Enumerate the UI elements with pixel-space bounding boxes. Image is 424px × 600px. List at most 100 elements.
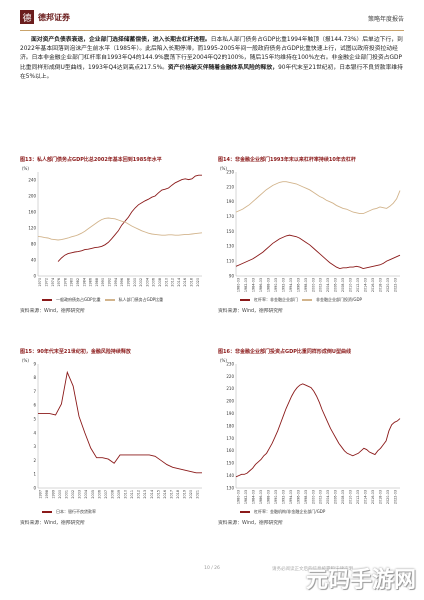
y-tick-label: 1 — [33, 472, 36, 477]
brand-logo: 德 德邦证券 — [20, 10, 70, 24]
x-tick-label: 2004 — [84, 490, 88, 499]
x-tick-label: 2007 — [104, 490, 108, 499]
y-tick-label: 80 — [31, 241, 37, 246]
x-tick-label: 2016 — [183, 278, 187, 287]
y-tick-label: 200 — [226, 399, 234, 404]
y-tick-label: 90 — [229, 273, 235, 278]
x-tick-label: 1996-03 — [296, 278, 300, 292]
legend-label: 日本：银行不良贷款率 — [56, 509, 96, 514]
chart-svg: (%) 0 40 80 120 160 200 240 1970 1972 1974 1976 1978… — [22, 166, 203, 287]
legend-label: 一般政府债务占GDP比重 — [56, 297, 101, 302]
x-tick-label: 2008-03 — [341, 490, 345, 504]
x-tick-label: 1996 — [120, 278, 124, 287]
y-tick-label: 200 — [28, 193, 36, 198]
x-tick-label: 2013 — [143, 490, 147, 499]
y-unit-label: (%) — [22, 166, 29, 171]
x-tick-label: 2006 — [97, 490, 101, 499]
x-tick-label: 1994-03 — [289, 490, 293, 504]
chart16: (%) 130 140 150 160 170 180 190 200 210 220 230 1980… — [218, 356, 404, 516]
chart14-caption: 图14：非金融企业部门1993年末以来杠杆率持续10年去杠杆 — [218, 157, 356, 163]
series-line-1 — [235, 181, 401, 215]
legend-swatch — [42, 299, 52, 301]
x-tick-label: 2020-03 — [386, 490, 390, 504]
y-tick-label: 110 — [226, 259, 234, 264]
chart13-source: 资料来源：Wind，德邦研究所 — [20, 309, 85, 314]
x-tick-label: 1984-03 — [252, 490, 256, 504]
chart15-source: 资料来源：Wind，德邦研究所 — [20, 521, 85, 526]
page-header: 德 德邦证券 策略年度报告 — [20, 8, 404, 31]
y-tick-label: 0 — [33, 273, 36, 278]
y-unit-label: (%) — [22, 358, 29, 363]
legend-label: 私人部门债务占GDP比重 — [118, 297, 164, 302]
x-tick-label: 2000 — [133, 278, 137, 287]
y-tick-label: 170 — [226, 436, 234, 441]
x-tick-label: 1994-03 — [289, 278, 293, 292]
x-tick-label: 2010 — [164, 278, 168, 287]
x-tick-label: 1998-03 — [304, 278, 308, 292]
x-tick-label: 1982-03 — [244, 278, 248, 292]
legend-swatch — [240, 299, 250, 301]
legend-label: 杠杆率：金融机构/非金融企业部门/GDP — [254, 509, 326, 514]
x-tick-label: 2022-03 — [393, 490, 397, 504]
x-tick-label: 1999 — [51, 490, 55, 499]
x-tick-label: 1980-03 — [237, 490, 241, 504]
x-tick-label: 2004 — [145, 278, 149, 287]
x-tick-label: 1980 — [70, 278, 74, 287]
legend-swatch — [42, 511, 52, 513]
x-tick-label: 2006 — [152, 278, 156, 287]
x-tick-label: 2015 — [156, 490, 160, 499]
x-tick-label: 1988-03 — [267, 278, 271, 292]
y-tick-label: 240 — [28, 177, 36, 182]
x-tick-label: 1996-03 — [296, 490, 300, 504]
series-line-0 — [57, 174, 202, 262]
x-tick-label: 2009 — [117, 490, 121, 499]
x-tick-label: 2000-03 — [311, 490, 315, 504]
y-tick-label: 220 — [226, 374, 234, 379]
x-tick-label: 2018 — [176, 490, 180, 499]
x-tick-label: 2022-03 — [393, 278, 397, 292]
x-tick-label: 2002 — [71, 490, 75, 499]
logo-icon: 德 — [20, 10, 34, 24]
y-tick-label: 6 — [33, 403, 36, 408]
x-tick-label: 2019 — [183, 490, 187, 499]
lead-sentence: 面对资产负债表衰退，企业部门选择储蓄偿债，进入长期去杠杆进程。 — [31, 37, 211, 43]
x-tick-label: 2012-03 — [356, 278, 360, 292]
x-tick-label: 1984 — [82, 278, 86, 287]
chart-legend: 杠杆率：金融机构/非金融企业部门/GDP — [240, 509, 325, 515]
y-unit-label: (%) — [220, 166, 227, 171]
y-tick-label: 2 — [33, 458, 36, 463]
y-tick-label: 160 — [28, 209, 36, 214]
x-tick-label: 1994 — [114, 278, 118, 287]
x-tick-label: 1980-03 — [237, 278, 241, 292]
x-tick-label: 2006-03 — [334, 490, 338, 504]
brand-name: 德邦证券 — [38, 12, 70, 22]
legend-swatch — [302, 299, 312, 301]
x-tick-label: 2010-03 — [349, 490, 353, 504]
y-tick-label: 190 — [226, 411, 234, 416]
x-tick-label: 2014-03 — [363, 490, 367, 504]
y-tick-label: 230 — [226, 169, 234, 174]
y-tick-label: 180 — [226, 423, 234, 428]
x-tick-label: 1990-03 — [274, 490, 278, 504]
x-tick-label: 2018-03 — [378, 278, 382, 292]
x-tick-label: 1978 — [63, 278, 67, 287]
chart-svg: (%) 90 110 130 150 170 190 210 230 1980-03 1982-03… — [220, 166, 401, 292]
chart16-caption: 图16：非金融企业部门投资占GDP比重同样形成倒U型曲线 — [218, 349, 351, 355]
y-tick-label: 9 — [33, 361, 36, 366]
watermark-logo: 元码手游网 — [305, 568, 416, 593]
x-tick-label: 1992-03 — [281, 490, 285, 504]
x-tick-label: 2016-03 — [371, 490, 375, 504]
y-tick-label: 230 — [226, 361, 234, 366]
tail-text: 90年代末至21世纪初，日本银行不良贷款率维持在5%以上。 — [20, 64, 403, 80]
x-tick-label: 1990-03 — [274, 278, 278, 292]
x-tick-label: 2003 — [78, 490, 82, 499]
x-tick-label: 1972 — [44, 278, 48, 287]
series-line-0 — [235, 383, 401, 478]
legend-label: 非金融企业部门投资/GDP — [316, 297, 362, 302]
y-tick-label: 4 — [33, 430, 36, 435]
x-tick-label: 2018 — [190, 278, 194, 287]
x-tick-label: 2016 — [163, 490, 167, 499]
chart16-source: 资料来源：Wind，德邦研究所 — [218, 521, 283, 526]
x-tick-label: 2004-03 — [326, 278, 330, 292]
